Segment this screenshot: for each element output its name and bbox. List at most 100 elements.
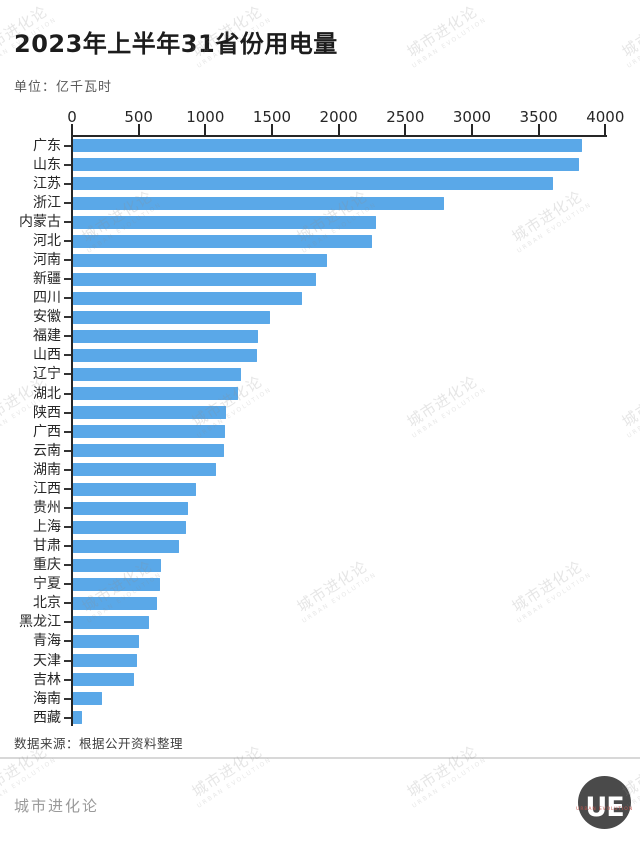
x-tick-label: 2000: [319, 108, 358, 126]
category-label: 甘肃: [33, 538, 61, 555]
category-tick: [64, 182, 71, 185]
x-tick-label: 1500: [252, 108, 292, 126]
x-tick-label: 1000: [186, 108, 225, 126]
bar: [73, 596, 157, 610]
category-label: 宁夏: [33, 576, 61, 593]
category-label: 贵州: [33, 499, 61, 516]
category-label: 云南: [33, 442, 61, 459]
bar: [73, 349, 257, 363]
x-tick-label: 2500: [386, 108, 425, 126]
bar: [73, 444, 224, 458]
category-tick: [64, 506, 71, 509]
bar: [73, 616, 149, 630]
category-label: 河南: [33, 252, 61, 269]
category-label: 重庆: [33, 557, 61, 574]
category-label: 天津: [33, 652, 61, 669]
category-tick: [64, 430, 71, 433]
footer-divider: [0, 757, 640, 759]
source-note: 数据来源：根据公开资料整理: [14, 736, 184, 751]
category-label: 辽宁: [33, 366, 61, 383]
chart-title: 2023年上半年31省份用电量: [14, 30, 338, 58]
category-tick: [64, 144, 71, 147]
bar: [73, 711, 83, 725]
category-label: 山西: [33, 347, 61, 364]
category-tick: [64, 449, 71, 452]
category-label: 四川: [33, 290, 61, 307]
category-tick: [64, 220, 71, 223]
category-tick: [64, 602, 71, 605]
bar: [73, 406, 226, 420]
bar: [73, 177, 554, 191]
category-label: 安徽: [33, 309, 61, 326]
category-label: 黑龙江: [19, 614, 61, 631]
category-tick: [64, 583, 71, 586]
category-label: 湖北: [33, 385, 61, 402]
category-label: 上海: [33, 519, 61, 536]
bar: [73, 539, 179, 553]
logo-ue-text: UE: [585, 791, 624, 823]
bar: [73, 215, 377, 229]
bar: [73, 463, 217, 477]
category-label: 新疆: [33, 271, 61, 288]
x-tick-mark: [137, 124, 140, 136]
bar: [73, 673, 134, 687]
bar: [73, 520, 187, 534]
category-tick: [64, 468, 71, 471]
x-tick-mark: [204, 124, 207, 136]
category-tick: [64, 716, 71, 719]
bar: [73, 234, 373, 248]
category-label: 浙江: [33, 194, 61, 211]
x-tick-mark: [604, 124, 607, 136]
category-tick: [64, 411, 71, 414]
category-tick: [64, 354, 71, 357]
category-label: 广西: [33, 423, 61, 440]
bar: [73, 577, 161, 591]
category-label: 江苏: [33, 175, 61, 192]
category-label: 湖南: [33, 461, 61, 478]
category-label: 福建: [33, 328, 61, 345]
x-tick-label: 500: [124, 108, 153, 126]
category-tick: [64, 621, 71, 624]
category-tick: [64, 278, 71, 281]
category-tick: [64, 240, 71, 242]
bar: [73, 368, 241, 382]
bar: [73, 310, 271, 324]
x-tick-label: 0: [67, 108, 77, 126]
x-tick-label: 4000: [586, 108, 625, 126]
category-tick: [64, 392, 71, 395]
x-tick-mark: [270, 124, 273, 136]
category-label: 内蒙古: [19, 213, 61, 230]
bar: [73, 482, 197, 496]
category-tick: [64, 564, 71, 567]
category-label: 北京: [33, 595, 61, 612]
bar-chart: 0 500 1000 1500 2000 2500 3000 3500 4000 广东 山东 江苏浙…: [19, 108, 625, 726]
x-tick-label: 3000: [452, 108, 492, 126]
category-tick: [64, 526, 71, 529]
x-tick-label: 3500: [519, 108, 558, 126]
category-label: 陕西: [33, 404, 61, 421]
brand-name: 城市进化论: [14, 797, 100, 815]
category-tick: [64, 335, 71, 338]
category-label: 山东: [33, 156, 61, 173]
x-tick-mark: [470, 124, 473, 136]
ue-logo: UE URBAN EVOLUTION: [576, 776, 632, 829]
bar: [73, 158, 580, 172]
category-tick: [64, 373, 71, 376]
category-tick: [64, 640, 71, 643]
category-tick: [64, 297, 71, 300]
unit-label: 单位：亿千瓦时: [14, 80, 113, 95]
category-tick: [64, 259, 71, 262]
category-label: 西藏: [33, 709, 61, 726]
bar: [73, 654, 138, 668]
category-label: 江西: [33, 480, 61, 497]
bar: [73, 558, 161, 572]
bar: [73, 253, 328, 267]
category-label: 青海: [33, 633, 61, 650]
bar: [73, 425, 225, 439]
bar: [73, 501, 188, 515]
bar: [73, 387, 239, 401]
category-tick: [64, 487, 71, 490]
category-label: 海南: [33, 690, 61, 707]
